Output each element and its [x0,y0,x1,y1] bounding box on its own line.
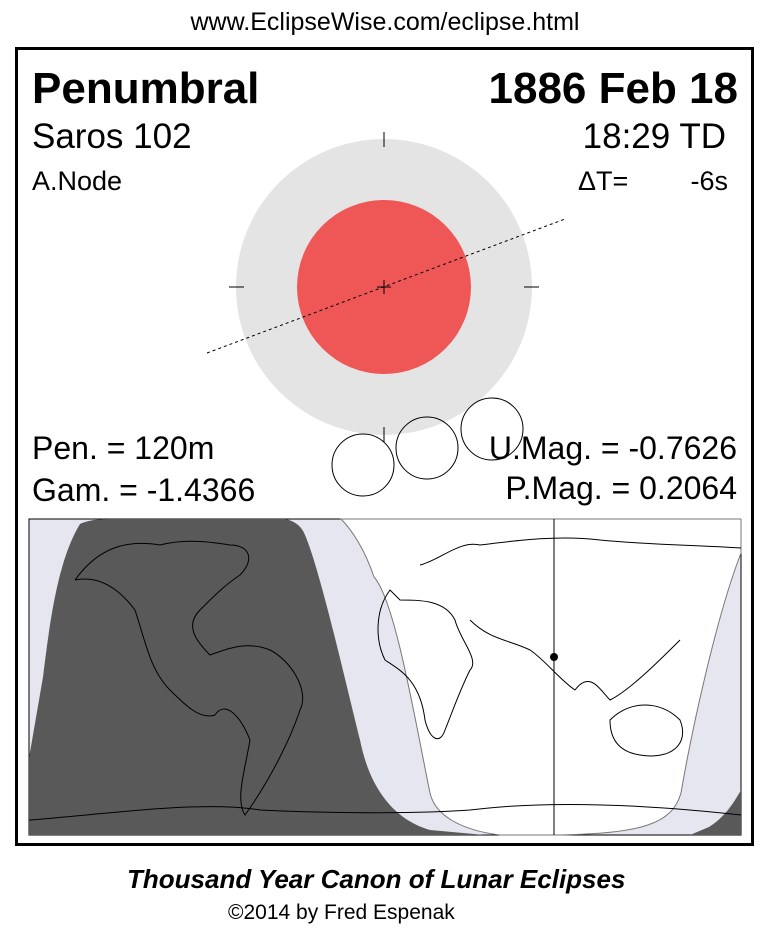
night-region [29,519,485,835]
coastlines [28,537,742,821]
moon-greatest [395,416,459,480]
node: A.Node [32,166,123,196]
saros-number: Saros 102 [32,117,192,156]
eclipse-time: 18:29 TD [582,117,726,156]
delta-t-label: ΔT= [578,166,629,196]
night-region-east [690,790,741,835]
eclipse-type: Penumbral [32,64,260,113]
delta-t-value: -6s [690,166,728,196]
eclipse-date: 1886 Feb 18 [488,64,739,113]
penumbral-duration: Pen. = 120m [32,430,215,466]
day-region [339,518,742,836]
copyright: ©2014 by Fred Espenak [228,901,455,924]
umbral-magnitude: U.Mag. = -0.7626 [488,430,737,466]
gamma: Gam. = -1.4366 [32,472,256,508]
canon-title: Thousand Year Canon of Lunar Eclipses [127,864,626,894]
moon-path-line [206,218,566,354]
moon-first-contact [460,397,524,461]
penumbral-magnitude: P.Mag. = 0.2064 [505,470,737,506]
url-header: www.EclipseWise.com/eclipse.html [190,8,580,36]
sub-lunar-point [550,653,558,661]
world-map [28,518,742,836]
moon-last-contact [331,433,395,497]
plate-frame [15,47,754,846]
